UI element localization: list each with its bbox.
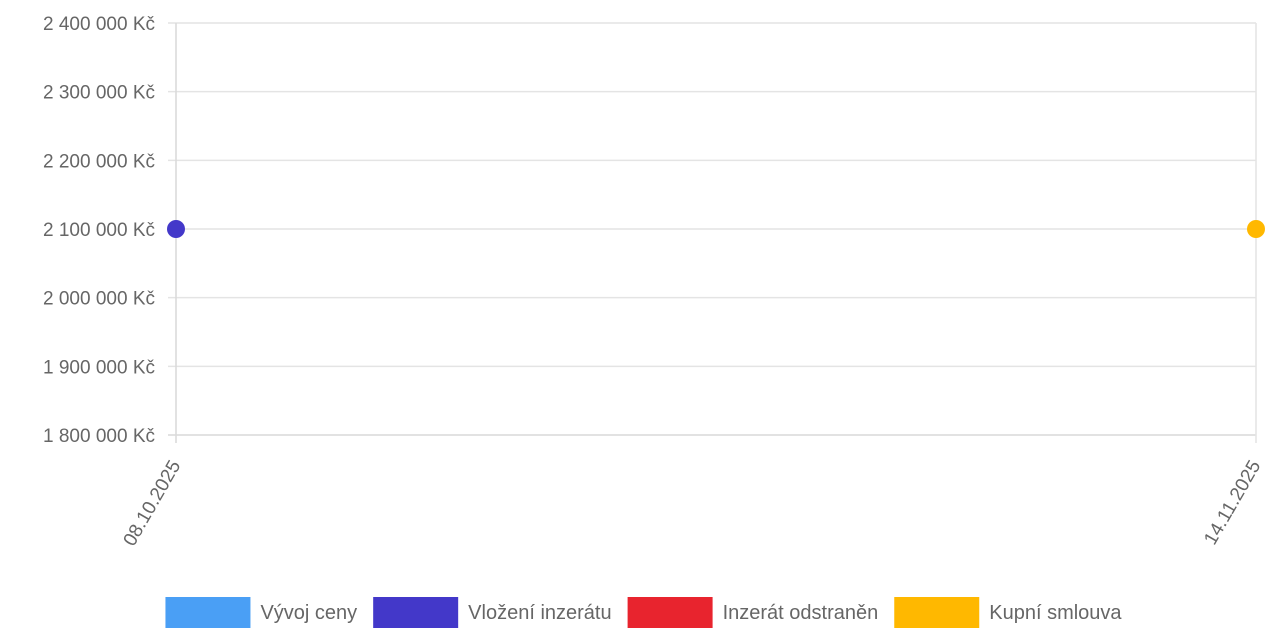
x-tick-label: 08.10.2025	[120, 457, 186, 550]
legend-item[interactable]: Vložení inzerátu	[373, 597, 612, 628]
y-tick-label: 2 400 000 Kč	[43, 14, 155, 35]
y-tick-label: 2 300 000 Kč	[43, 83, 155, 104]
legend-swatch	[373, 597, 459, 628]
legend-label: Vložení inzerátu	[468, 602, 611, 624]
legend-swatch	[894, 597, 980, 628]
x-tick-label: 14.11.2025	[1200, 457, 1265, 549]
y-tick-label: 1 800 000 Kč	[43, 426, 155, 447]
legend-swatch	[627, 597, 713, 628]
legend-label: Vývoj ceny	[260, 602, 357, 624]
legend-item[interactable]: Vývoj ceny	[165, 597, 357, 628]
legend-label: Inzerát odstraněn	[723, 602, 879, 624]
legend-item[interactable]: Kupní smlouva	[894, 597, 1122, 628]
y-tick-label: 1 900 000 Kč	[43, 357, 155, 378]
y-tick-label: 2 000 000 Kč	[43, 289, 155, 310]
y-tick-label: 2 100 000 Kč	[43, 220, 155, 241]
legend-label: Kupní smlouva	[989, 602, 1122, 624]
data-point[interactable]	[167, 220, 185, 238]
grid-layer	[168, 22, 1257, 443]
legend: Vývoj ceny Vložení inzerátu Inzerát odstra…	[165, 597, 1122, 628]
y-tick-label: 2 200 000 Kč	[43, 151, 155, 172]
legend-item[interactable]: Inzerát odstraněn	[627, 597, 879, 628]
legend-swatch	[165, 597, 251, 628]
data-point[interactable]	[1247, 220, 1265, 238]
x-axis-ticks: 08.10.2025 14.11.2025	[120, 457, 1266, 550]
y-axis-ticks: 2 400 000 Kč 2 300 000 Kč 2 200 000 Kč 2 10…	[43, 14, 155, 447]
data-points	[167, 220, 1265, 238]
